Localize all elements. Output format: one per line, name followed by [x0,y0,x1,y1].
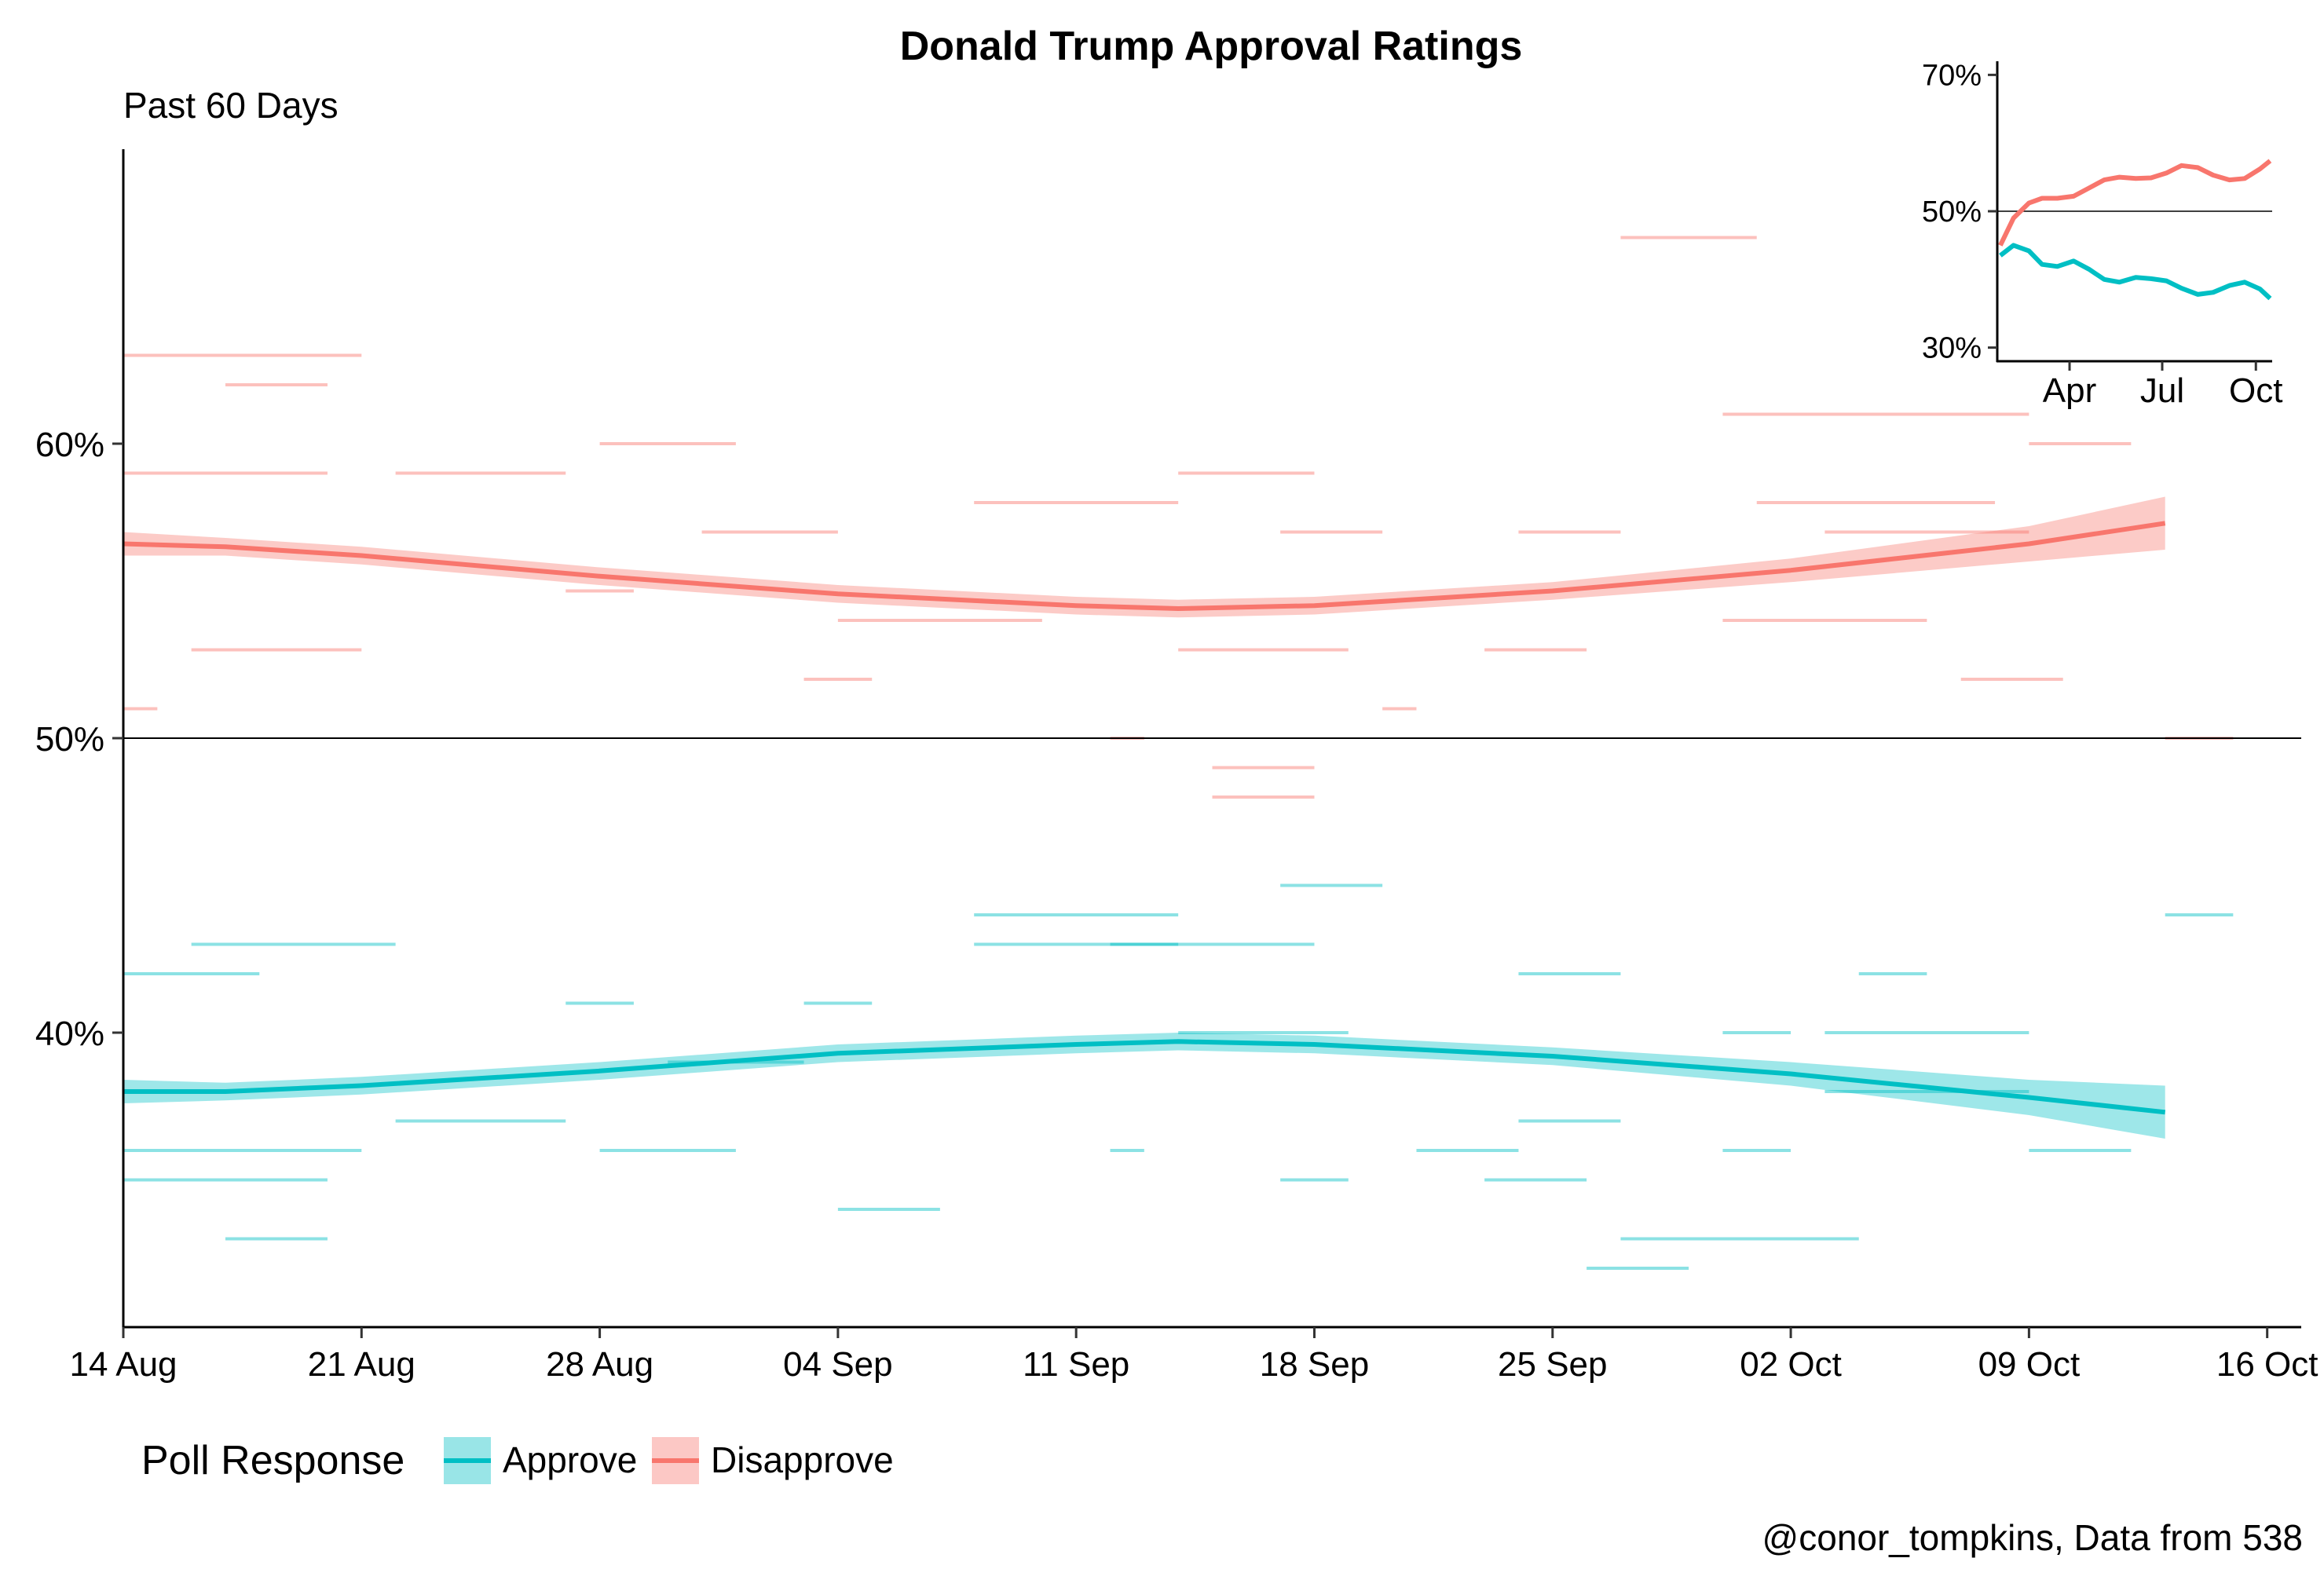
inset-plot-area: Apr Jul Oct 30% 50% 70% [1922,59,2283,410]
inset-y-axis-ticks: 30% 50% 70% [1922,59,1997,365]
trend-line-disapprove [123,521,2166,611]
y-tick-label: 50% [35,720,104,759]
x-tick-label: 18 Sep [1260,1345,1369,1384]
legend-item-approve: Approve [444,1437,637,1484]
poll-segments [123,236,2234,1270]
inset-x-tick-label: Apr [2043,371,2096,410]
inset-x-tick-label: Jul [2140,371,2184,410]
main-plot-area: 14 Aug 21 Aug 28 Aug 04 Sep 11 Sep 18 Sep 25 S… [35,149,2318,1384]
legend: Poll Response Approve Disapprove [141,1437,894,1484]
legend-item-disapprove: Disapprove [652,1437,894,1484]
x-tick-label: 04 Sep [783,1345,892,1384]
x-tick-label: 16 Oct [2216,1345,2319,1384]
chart-subtitle: Past 60 Days [123,85,339,126]
inset-trend-line-approve [1999,243,2272,301]
inset-y-tick-label: 70% [1922,59,1982,92]
legend-label-disapprove: Disapprove [711,1439,894,1480]
confidence-band-approve [123,1033,2165,1139]
inset-x-tick-label: Oct [2229,371,2282,410]
trend-line-approve [123,1039,2166,1115]
x-tick-label: 09 Oct [1978,1345,2081,1384]
x-tick-label: 14 Aug [69,1345,177,1384]
confidence-bands [123,496,2165,1139]
inset-trend-line-disapprove [1998,159,2272,247]
legend-label-approve: Approve [503,1439,637,1480]
y-tick-label: 40% [35,1015,104,1053]
trend-lines [123,521,2166,1115]
inset-y-tick-label: 50% [1922,196,1982,229]
x-tick-label: 28 Aug [546,1345,653,1384]
x-tick-label: 11 Sep [1023,1345,1129,1384]
x-tick-label: 21 Aug [308,1345,415,1384]
chart-title: Donald Trump Approval Ratings [900,24,1523,69]
inset-x-axis-ticks: Apr Jul Oct [2043,361,2282,410]
chart-caption: @conor_tompkins, Data from 538 [1762,1517,2303,1558]
inset-y-tick-label: 30% [1922,332,1982,365]
x-tick-label: 02 Oct [1740,1345,1842,1384]
x-tick-label: 25 Sep [1498,1345,1607,1384]
x-axis-ticks: 14 Aug 21 Aug 28 Aug 04 Sep 11 Sep 18 Sep 25 S… [69,1327,2318,1384]
inset-trend-lines [1998,159,2272,301]
y-axis-ticks: 40% 50% 60% [35,426,123,1053]
confidence-band-disapprove [123,496,2165,618]
y-tick-label: 60% [35,426,104,464]
legend-title: Poll Response [141,1438,404,1483]
